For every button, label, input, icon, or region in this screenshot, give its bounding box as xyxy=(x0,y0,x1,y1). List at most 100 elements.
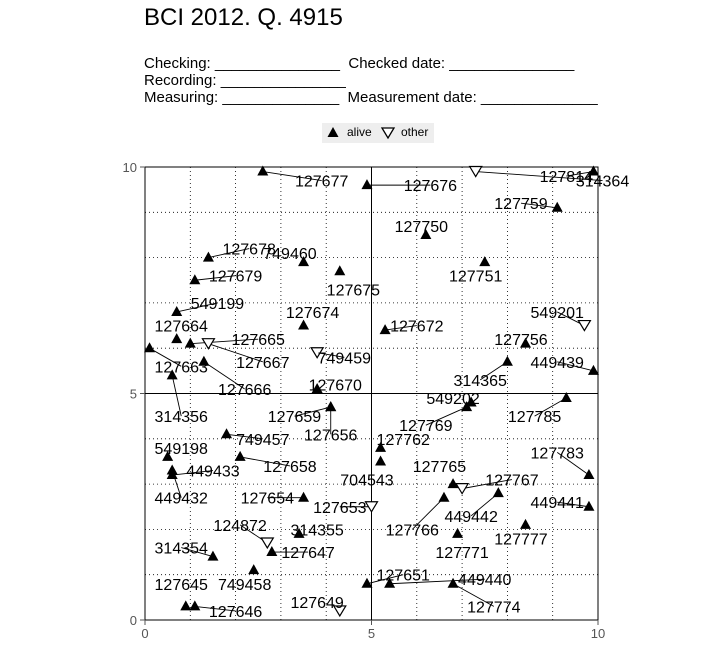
tag-label: 449440 xyxy=(458,572,511,589)
alive-marker xyxy=(583,469,595,480)
checked-date-field: Checked date: _______________ xyxy=(348,55,575,72)
leader-line xyxy=(194,605,236,612)
leader-line xyxy=(366,574,404,585)
alive-marker xyxy=(189,600,201,611)
tag-label: 127759 xyxy=(494,196,547,213)
tree-127663: 127663 xyxy=(144,342,208,376)
tag-label: 127767 xyxy=(485,473,538,490)
alive-marker xyxy=(447,577,459,588)
tag-label: 127670 xyxy=(309,377,362,394)
tag-label: 314355 xyxy=(290,522,343,539)
tag-label: 127679 xyxy=(209,269,262,286)
measuring-line: Measuring: ______________ Measurement da… xyxy=(144,89,598,106)
tag-label: 127674 xyxy=(286,305,339,322)
tag-label: 127769 xyxy=(399,418,452,435)
other-marker xyxy=(201,338,216,350)
tree-314354: 314354 xyxy=(155,541,219,561)
alive-marker xyxy=(501,355,513,366)
tree-127774: 127774 xyxy=(447,577,521,616)
tree-127666: 127666 xyxy=(198,355,271,399)
alive-marker xyxy=(221,428,233,439)
tag-label: 127762 xyxy=(377,432,430,449)
other-marker xyxy=(364,501,379,513)
tag-label: 127672 xyxy=(390,319,443,336)
alive-marker xyxy=(144,342,156,353)
tree-127647: 127647 xyxy=(266,545,335,562)
leader-line xyxy=(389,578,485,585)
tree-127771: 127771 xyxy=(435,527,489,562)
tag-label: 314364 xyxy=(576,174,629,191)
other-marker xyxy=(455,483,470,495)
tree-127676: 127676 xyxy=(361,178,457,195)
alive-marker xyxy=(298,491,310,502)
tree-127814: 127814 xyxy=(540,165,599,186)
tree-549198: 549198 xyxy=(155,441,208,461)
tag-label: 749457 xyxy=(236,432,289,449)
tag-label: 127664 xyxy=(155,319,208,336)
chart-legend: alive other xyxy=(322,123,434,143)
tag-label: 127783 xyxy=(531,445,584,462)
alive-marker xyxy=(379,324,391,335)
leader-line xyxy=(149,347,182,367)
tag-label: 449441 xyxy=(531,495,584,512)
leader-line xyxy=(452,583,495,607)
checking-line: Checking: _______________ Checked date: … xyxy=(144,55,574,72)
y-tick-label: 0 xyxy=(130,613,137,628)
tag-label: 127665 xyxy=(232,332,285,349)
other-marker xyxy=(332,605,347,618)
leader-line xyxy=(171,375,182,417)
alive-marker xyxy=(492,487,504,498)
tag-label: 749458 xyxy=(218,577,271,594)
tree-127756: 127756 xyxy=(494,332,547,349)
tree-127759: 127759 xyxy=(494,196,563,213)
leader-line xyxy=(190,338,259,345)
tree-127665: 127665 xyxy=(184,332,285,349)
x-tick-label: 0 xyxy=(141,626,148,641)
tag-label: 127766 xyxy=(386,522,439,539)
tree-127766: 127766 xyxy=(386,491,450,539)
alive-marker xyxy=(266,546,278,557)
alive-marker xyxy=(520,518,532,529)
tag-label: 127659 xyxy=(268,409,321,426)
tree-449439: 449439 xyxy=(531,355,599,375)
leader-line xyxy=(425,406,467,426)
tree-314364: 314364 xyxy=(468,165,629,191)
leader-line xyxy=(240,456,291,467)
tag-label: 127765 xyxy=(413,459,466,476)
alive-marker xyxy=(180,600,192,611)
leader-line xyxy=(208,248,250,259)
tree-449440: 449440 xyxy=(384,572,512,589)
tag-label: 127667 xyxy=(236,355,289,372)
tree-127658: 127658 xyxy=(234,450,317,476)
tree-127664: 127664 xyxy=(155,319,208,344)
tag-label: 314356 xyxy=(155,409,208,426)
tree-749459: 749459 xyxy=(310,347,371,367)
leader-line xyxy=(317,352,345,358)
tag-label: 127656 xyxy=(304,427,357,444)
alive-marker xyxy=(234,450,246,461)
alive-marker xyxy=(171,333,183,344)
tag-label: 127675 xyxy=(327,282,380,299)
tree-127767: 127767 xyxy=(455,473,539,495)
y-tick-label: 5 xyxy=(130,387,137,402)
alive-marker xyxy=(166,464,178,475)
tree-749460: 749460 xyxy=(263,246,317,267)
tag-label: 749460 xyxy=(263,246,316,263)
leader-line xyxy=(566,171,594,177)
tag-label: 314365 xyxy=(454,373,507,390)
leader-line xyxy=(203,361,245,390)
tree-127777: 127777 xyxy=(494,518,548,548)
alive-marker xyxy=(298,256,310,267)
tag-label: 124872 xyxy=(213,518,266,535)
tree-127649: 127649 xyxy=(290,595,347,618)
measuring-field: Measuring: ______________ xyxy=(144,89,340,106)
tree-127646: 127646 xyxy=(189,600,262,621)
tree-127653: 127653 xyxy=(313,500,379,517)
tag-label: 127666 xyxy=(218,382,271,399)
tree-127765: 127765 xyxy=(413,459,466,489)
tree-704543: 704543 xyxy=(340,455,394,490)
tree-127678: 127678 xyxy=(202,242,276,262)
leader-line xyxy=(181,547,214,558)
x-tick-label: 10 xyxy=(591,626,605,641)
alive-marker xyxy=(207,550,219,561)
